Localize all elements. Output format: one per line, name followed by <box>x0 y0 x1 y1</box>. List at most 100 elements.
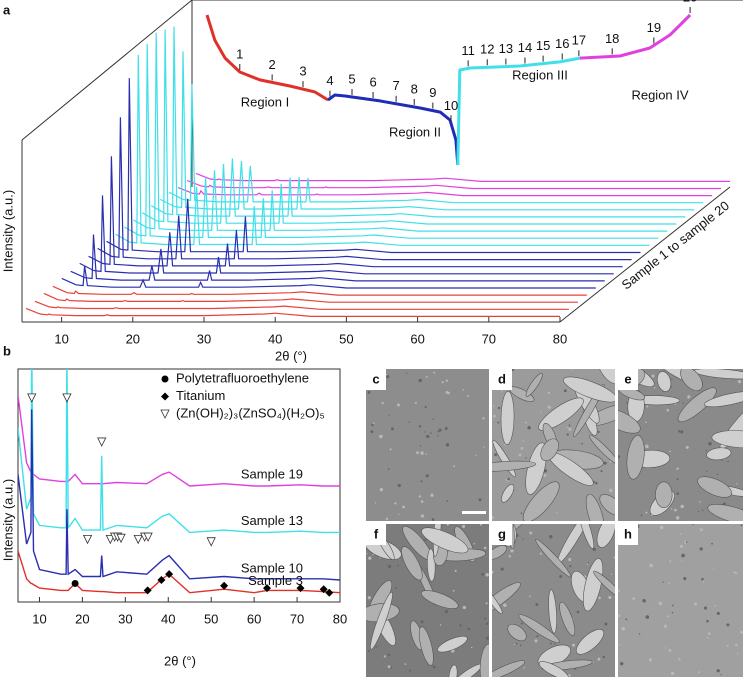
flake <box>559 601 576 636</box>
sem-texture <box>366 524 489 677</box>
grain <box>610 573 613 575</box>
grain <box>703 606 708 610</box>
grain <box>398 513 400 515</box>
grain <box>492 570 494 574</box>
grain <box>740 524 743 527</box>
axis-line <box>21 0 193 141</box>
grain <box>669 450 672 453</box>
grain <box>679 533 682 535</box>
grain <box>559 574 563 578</box>
grain <box>529 595 531 598</box>
grain <box>727 460 729 463</box>
grain <box>569 565 572 568</box>
grain <box>576 610 580 614</box>
x-tick-label: 70 <box>290 611 304 626</box>
grain <box>424 431 426 433</box>
voltage-curve <box>205 14 329 102</box>
panel-label-box <box>366 524 386 545</box>
grain <box>371 423 374 427</box>
x-tick-label: 70 <box>482 331 496 346</box>
sample-label: 1 <box>236 46 243 61</box>
grain <box>420 480 423 483</box>
grain <box>587 562 590 564</box>
flake <box>492 460 537 472</box>
flake <box>479 643 489 677</box>
grain <box>385 517 389 520</box>
flake <box>711 430 743 449</box>
grain <box>394 502 397 505</box>
grain <box>425 568 427 570</box>
grain <box>483 546 487 550</box>
grain <box>706 619 709 623</box>
xrd-pattern <box>43 292 578 303</box>
grain <box>651 374 655 378</box>
grain <box>668 582 671 584</box>
sample-label: 15 <box>536 38 550 53</box>
grain <box>737 380 742 384</box>
flake <box>420 590 459 609</box>
voltage-curve <box>327 93 460 166</box>
grain <box>439 624 442 626</box>
grain <box>720 674 722 676</box>
grain <box>540 411 542 413</box>
legend-label: (Zn(OH)₂)₃(ZnSO₄)(H₂O)₅ <box>176 405 325 420</box>
grain <box>383 655 386 658</box>
marker-diamond <box>165 570 174 579</box>
marker-diamond <box>220 581 229 590</box>
grain <box>681 553 685 558</box>
grain <box>674 508 677 512</box>
grain <box>535 603 539 606</box>
grain <box>424 538 427 542</box>
marker-triangle <box>206 537 216 547</box>
grain <box>409 669 412 672</box>
grain <box>507 477 510 481</box>
grain <box>425 474 429 478</box>
grain <box>444 609 449 614</box>
grain <box>735 572 738 575</box>
flake <box>677 387 717 423</box>
grain <box>515 642 518 645</box>
grain <box>379 434 383 439</box>
sample-label: 6 <box>369 74 376 89</box>
grain <box>670 508 673 510</box>
x-tick-label: 10 <box>54 331 68 346</box>
grain <box>597 430 600 434</box>
grain <box>563 389 567 393</box>
grain <box>680 544 684 548</box>
grain <box>520 447 524 450</box>
grain <box>669 560 672 563</box>
grain <box>613 556 615 559</box>
grain <box>566 426 568 429</box>
panel-label: a <box>3 2 11 17</box>
series-label: Sample 13 <box>241 513 303 528</box>
grain <box>706 636 709 639</box>
grain <box>549 642 552 645</box>
series-label: Sample 19 <box>241 466 303 481</box>
grain <box>445 443 450 447</box>
grain <box>671 604 674 607</box>
grain <box>671 378 673 380</box>
grain <box>368 556 372 560</box>
grain <box>445 391 449 394</box>
voltage-curve <box>579 13 692 60</box>
grain <box>419 445 422 447</box>
grain <box>527 426 531 430</box>
y-axis-label: Intensity (a.u.) <box>0 190 15 272</box>
grain <box>571 369 574 371</box>
grain <box>598 596 601 600</box>
grain <box>604 622 608 626</box>
grain <box>609 460 612 463</box>
flake <box>492 545 508 560</box>
panel-label: h <box>624 526 632 541</box>
grain <box>471 646 473 649</box>
xrd-pattern <box>61 265 596 289</box>
grain <box>536 635 539 638</box>
sample-label: 11 <box>461 43 475 58</box>
grain <box>395 587 398 589</box>
xrd-pattern <box>34 300 569 310</box>
sample-label: 20 <box>683 0 697 4</box>
flake <box>585 493 605 521</box>
grain <box>692 524 694 525</box>
grain <box>416 451 419 455</box>
